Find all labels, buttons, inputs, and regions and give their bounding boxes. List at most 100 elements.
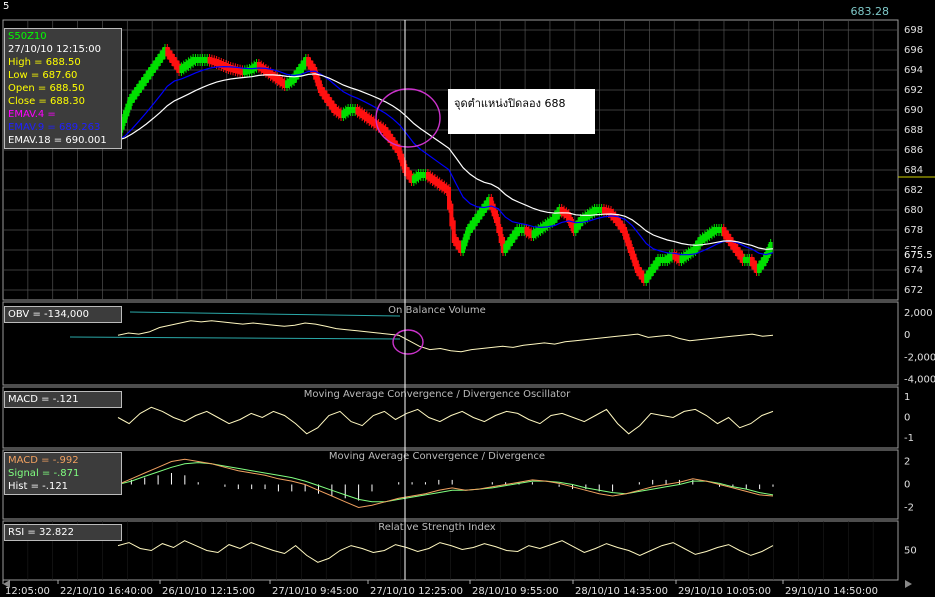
candle-body — [451, 220, 456, 243]
candle-body — [655, 257, 660, 267]
candle-body — [303, 57, 308, 67]
obv-info-box: OBV = -134,000 — [4, 306, 122, 323]
candle-body — [151, 63, 156, 73]
candle-body — [200, 57, 205, 63]
candle-body — [174, 60, 179, 70]
candle-body — [468, 223, 473, 233]
candle-body — [576, 220, 581, 230]
candle-body — [604, 207, 609, 215]
price-y-tick: 688 — [904, 125, 923, 136]
candle-body — [578, 217, 583, 227]
candle-body — [759, 260, 764, 270]
candle-body — [592, 207, 597, 215]
candle-body — [498, 227, 503, 243]
price-y-tick: 696 — [904, 45, 923, 56]
candle-body — [428, 173, 433, 182]
macd-y-tick: 2 — [904, 457, 910, 468]
candle-body — [240, 68, 245, 75]
candle-body — [644, 273, 649, 283]
candle-body — [177, 63, 182, 73]
candle-body — [231, 65, 236, 73]
candle-body — [238, 67, 243, 75]
candle-body — [212, 58, 217, 65]
macd-panel-frame — [2, 449, 899, 520]
candle-body — [627, 240, 632, 253]
candle-body — [287, 78, 292, 87]
candle-body — [564, 210, 569, 218]
candle-body — [268, 70, 273, 78]
candle-body — [538, 225, 543, 233]
candle-body — [158, 53, 163, 63]
candle-body — [228, 65, 233, 72]
candle-body — [261, 65, 266, 73]
x-axis-label: 26/10/10 12:15:00 — [162, 586, 255, 597]
candle-body — [198, 57, 203, 63]
price-y-tick: 686 — [904, 145, 923, 156]
candle-body — [371, 118, 376, 127]
candle-body — [517, 227, 522, 233]
price-y-tick: 672 — [904, 285, 923, 296]
candle-body — [184, 62, 189, 70]
candle-body — [590, 208, 595, 217]
candle-body — [761, 257, 766, 267]
candle-body — [376, 122, 381, 130]
candle-body — [606, 208, 611, 215]
candle-body — [442, 183, 447, 192]
candle-body — [693, 243, 698, 253]
candle-body — [503, 243, 508, 253]
candle-body — [418, 172, 423, 178]
candle-body — [329, 100, 334, 110]
high-label: High = 688.50 — [8, 57, 81, 68]
candle-body — [479, 207, 484, 217]
candle-body — [547, 218, 552, 227]
candle-body — [285, 80, 290, 88]
candle-body — [630, 247, 635, 260]
x-axis-label: 29/10/10 10:05:00 — [678, 586, 771, 597]
candle-body — [416, 172, 421, 180]
candle-body — [381, 125, 386, 133]
candle-body — [763, 252, 768, 263]
price-y-tick: 684 — [904, 165, 923, 176]
candle-body — [322, 90, 327, 100]
last-price: 683.28 — [850, 5, 890, 18]
candle-body — [141, 77, 146, 87]
low-label: Low = 687.60 — [8, 70, 78, 81]
candle-body — [510, 233, 515, 243]
candle-body — [214, 59, 219, 66]
obv-value: OBV = -134,000 — [8, 309, 89, 320]
candle-body — [402, 160, 407, 173]
candle-body — [216, 60, 221, 67]
candle-body — [205, 57, 210, 63]
candle-body — [395, 143, 400, 153]
candle-body — [679, 255, 684, 263]
candle-body — [705, 232, 710, 240]
candle-body — [545, 220, 550, 228]
candle-body — [653, 260, 658, 270]
price-info-box: S50Z10 27/10/10 12:15:00 High = 688.50 L… — [4, 28, 122, 149]
x-axis-label: 27/10/10 9:45:00 — [272, 586, 359, 597]
candle-body — [172, 57, 177, 67]
price-y-tick: 674 — [904, 265, 923, 276]
candle-body — [550, 217, 555, 225]
candle-body — [292, 73, 297, 83]
hist-value: Hist = -.121 — [8, 481, 69, 492]
highlight-ellipse — [375, 88, 441, 148]
obv-title: On Balance Volume — [388, 305, 486, 316]
candle-body — [555, 210, 560, 220]
candle-body — [439, 182, 444, 190]
candle-body — [306, 57, 311, 67]
candle-body — [437, 180, 442, 188]
candle-body — [745, 257, 750, 263]
open-label: Open = 688.50 — [8, 83, 85, 94]
candle-body — [324, 93, 329, 103]
candle-body — [247, 67, 252, 74]
candle-body — [383, 127, 388, 137]
candle-body — [221, 62, 226, 69]
candle-body — [536, 227, 541, 235]
x-axis-label: 28/10/10 14:35:00 — [575, 586, 668, 597]
osc-info-box: MACD = -.121 — [4, 391, 122, 408]
candle-body — [245, 67, 250, 75]
candle-body — [273, 73, 278, 82]
candle-body — [663, 257, 668, 263]
candle-body — [421, 172, 426, 178]
